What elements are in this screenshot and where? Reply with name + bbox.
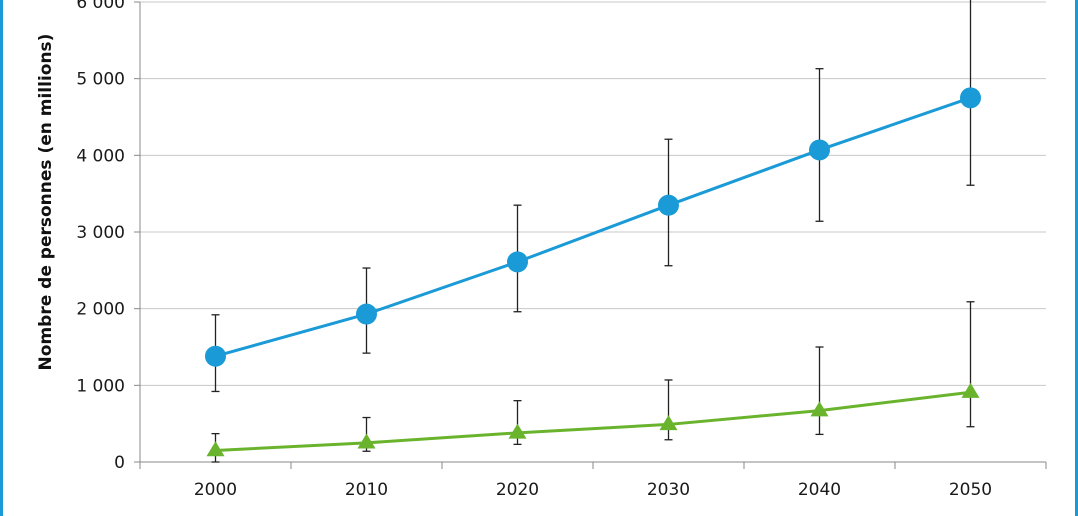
series-1-line <box>215 96 971 358</box>
series-1-point <box>809 139 830 161</box>
y-tick-label: 2 000 <box>76 300 125 320</box>
y-tick-label: 4 000 <box>76 146 125 166</box>
x-tick-label: 2040 <box>798 480 841 500</box>
series-1-point <box>960 87 981 109</box>
series-2-line <box>215 390 971 452</box>
series-1-point <box>205 345 226 367</box>
error-bars <box>211 0 975 463</box>
x-tick-label: 2010 <box>345 480 388 500</box>
x-tick-label: 2030 <box>647 480 690 500</box>
y-tick-label: 1 000 <box>76 376 125 396</box>
series-2-point <box>659 415 678 431</box>
y-tick-labels: 0 1 000 2 000 3 000 4 000 5 000 6 000 <box>76 0 125 473</box>
x-tick-label: 2000 <box>194 480 237 500</box>
x-tick-labels: 2000 2010 2020 2030 2040 2050 <box>194 480 992 500</box>
series-lines <box>215 96 971 452</box>
series-2-point <box>508 423 527 439</box>
series-1-point <box>658 194 679 216</box>
line-chart: 0 1 000 2 000 3 000 4 000 5 000 6 000 2000 2010… <box>36 0 1047 500</box>
grid-lines <box>140 1 1046 386</box>
y-tick-label: 3 000 <box>76 223 125 243</box>
series-1-point <box>356 303 377 325</box>
y-tick-label: 0 <box>114 453 125 473</box>
series-2-point <box>206 441 225 457</box>
series-2-point <box>357 433 376 449</box>
x-tick-label: 2020 <box>496 480 539 500</box>
series-1-point <box>507 251 528 273</box>
series-2-point <box>961 382 980 398</box>
y-tick-label: 6 000 <box>76 0 125 13</box>
data-markers <box>205 87 981 457</box>
y-axis-title: Nombre de personnes (en millions) <box>36 34 56 371</box>
y-tick-label: 5 000 <box>76 70 125 90</box>
axes <box>134 1 1047 469</box>
series-2-point <box>810 401 829 417</box>
x-tick-label: 2050 <box>949 480 992 500</box>
